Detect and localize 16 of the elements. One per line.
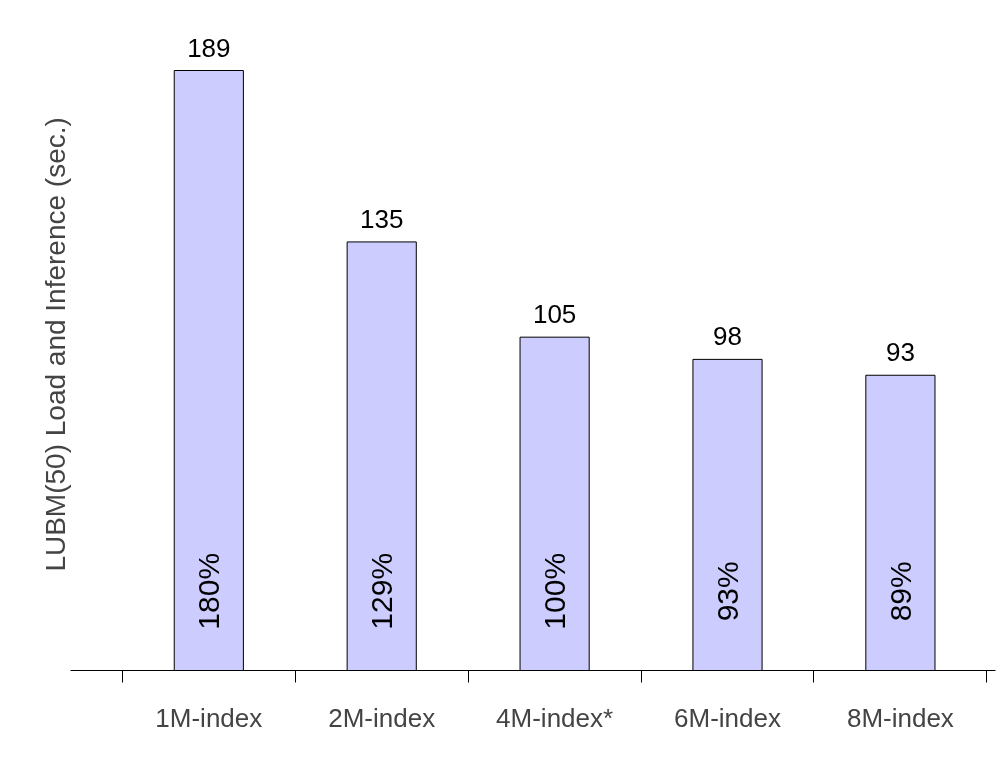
data-label: 98 [713,321,742,352]
data-label: 105 [532,299,577,330]
y-axis-title: LUBM(50) Load and Inference (sec.) [39,117,71,572]
x-tick-label: 8M-index [846,702,954,733]
data-label: 135 [360,203,404,234]
annotation: 129% [365,552,399,630]
annotation: 100% [538,552,572,630]
x-tick-label: 1M-index [155,702,263,733]
x-tick-label: 4M-index* [496,702,614,733]
data-label: 189 [187,32,231,63]
annotation: 180% [192,552,226,630]
annotation: 93% [711,561,745,622]
x-tick-label: 6M-index [674,702,781,733]
x-tick-label: 2M-index [328,702,436,733]
annotation: 89% [883,561,917,622]
data-label: 93 [885,337,915,368]
